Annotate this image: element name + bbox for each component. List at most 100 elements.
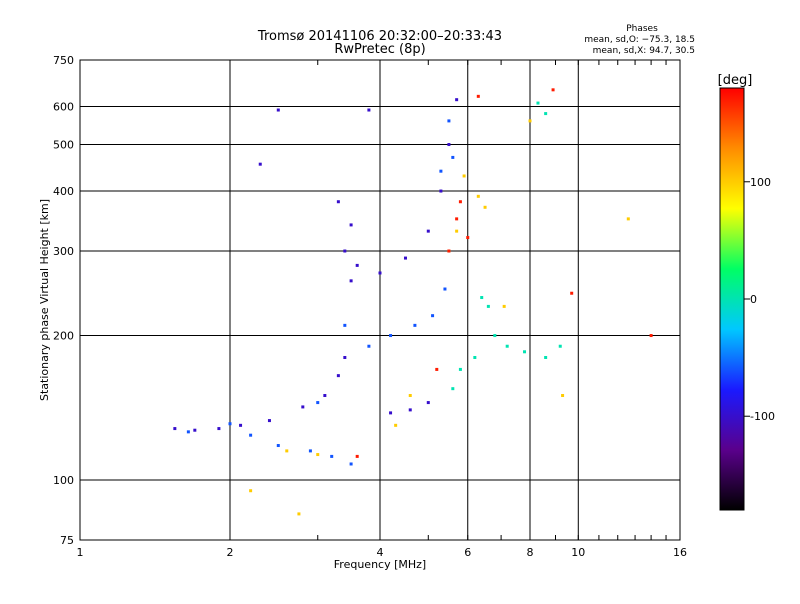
grid-layer (79, 60, 681, 540)
data-point (544, 112, 548, 116)
data-point (330, 454, 334, 458)
y-tick-label: 200 (53, 330, 74, 343)
data-point (403, 256, 407, 260)
x-tick-label: 1 (77, 546, 84, 559)
data-point (462, 174, 466, 178)
data-point (343, 323, 347, 327)
stats-line-x: mean, sd,X: 94.7, 30.5 (593, 46, 695, 56)
data-point (276, 108, 280, 112)
x-tick-label: 4 (377, 546, 384, 559)
data-point (367, 108, 371, 112)
data-point (389, 334, 393, 338)
y-tick-label: 75 (60, 534, 74, 547)
data-point (455, 98, 459, 102)
data-point (249, 489, 253, 493)
data-point (439, 169, 443, 173)
data-point (458, 200, 462, 204)
data-point (473, 355, 477, 359)
data-point (336, 374, 340, 378)
data-point (455, 229, 459, 233)
data-point (193, 428, 197, 432)
colorbar-label: [deg] (718, 73, 753, 88)
data-point (173, 427, 177, 431)
y-tick-label: 400 (53, 185, 74, 198)
data-point (649, 334, 653, 338)
data-point (447, 143, 451, 147)
data-point (343, 355, 347, 359)
data-point (626, 217, 630, 221)
data-point (186, 430, 190, 434)
data-point (378, 271, 382, 275)
stats-line-o: mean, sd,O: −75.3, 18.5 (584, 35, 695, 45)
data-point (258, 162, 262, 166)
data-point (297, 512, 301, 516)
data-point (217, 427, 221, 431)
data-point (301, 405, 305, 409)
data-point (349, 279, 353, 283)
x-tick-label: 2 (227, 546, 234, 559)
x-tick-label: 16 (673, 546, 687, 559)
y-tick-labels: 75 100 200 300 400 500 600 750 (53, 54, 74, 547)
y-tick-label: 500 (53, 139, 74, 152)
data-point (316, 453, 320, 457)
data-point (493, 334, 497, 338)
y-tick-label: 100 (53, 474, 74, 487)
data-point (466, 236, 470, 240)
data-point (447, 119, 451, 123)
y-axis-label: Stationary phase Virtual Height [km] (38, 199, 51, 401)
x-tick-label: 6 (464, 546, 471, 559)
data-point (447, 249, 451, 253)
data-point (336, 200, 340, 204)
colorbar-ticks: 100 0 -100 (744, 176, 775, 423)
data-point (394, 423, 398, 427)
data-point (483, 205, 487, 209)
data-point (349, 462, 353, 466)
data-point (536, 101, 540, 105)
data-point (476, 94, 480, 98)
data-point (426, 229, 430, 233)
plot-frame (79, 59, 681, 541)
data-point (343, 249, 347, 253)
y-tick-label: 600 (53, 101, 74, 114)
data-point (426, 401, 430, 405)
chart-subtitle: RwPretec (8p) (334, 42, 425, 57)
data-point (323, 394, 327, 398)
colorbar-tick-label: 0 (750, 293, 757, 306)
y-tick-label: 750 (53, 54, 74, 67)
data-point (389, 411, 393, 415)
data-point (239, 423, 243, 427)
data-point (561, 394, 565, 398)
data-point (276, 444, 280, 448)
data-point (316, 401, 320, 405)
data-point (558, 344, 562, 348)
data-point (249, 433, 253, 437)
data-point (455, 217, 459, 221)
data-point (413, 323, 417, 327)
data-point (355, 454, 359, 458)
data-point (439, 189, 443, 193)
x-tick-label: 10 (571, 546, 585, 559)
data-point (367, 344, 371, 348)
data-point (267, 419, 271, 423)
data-point (408, 408, 412, 412)
data-point (528, 119, 532, 123)
data-point (570, 291, 574, 295)
data-point (349, 223, 353, 227)
data-point (476, 194, 480, 198)
data-point (228, 422, 232, 426)
data-point (451, 387, 455, 391)
colorbar-tick-label: 100 (750, 176, 771, 189)
data-point (355, 263, 359, 267)
data-point (308, 449, 312, 453)
data-point (285, 449, 289, 453)
x-axis-label: Frequency [MHz] (334, 558, 426, 571)
y-tick-label: 300 (53, 245, 74, 258)
x-tick-labels: 1 2 4 6 8 10 16 (77, 546, 688, 559)
data-point (443, 287, 447, 291)
data-point (551, 88, 555, 92)
data-point (505, 344, 509, 348)
chart-title: Tromsø 20141106 20:32:00–20:33:43 (257, 29, 502, 44)
data-point (458, 367, 462, 371)
